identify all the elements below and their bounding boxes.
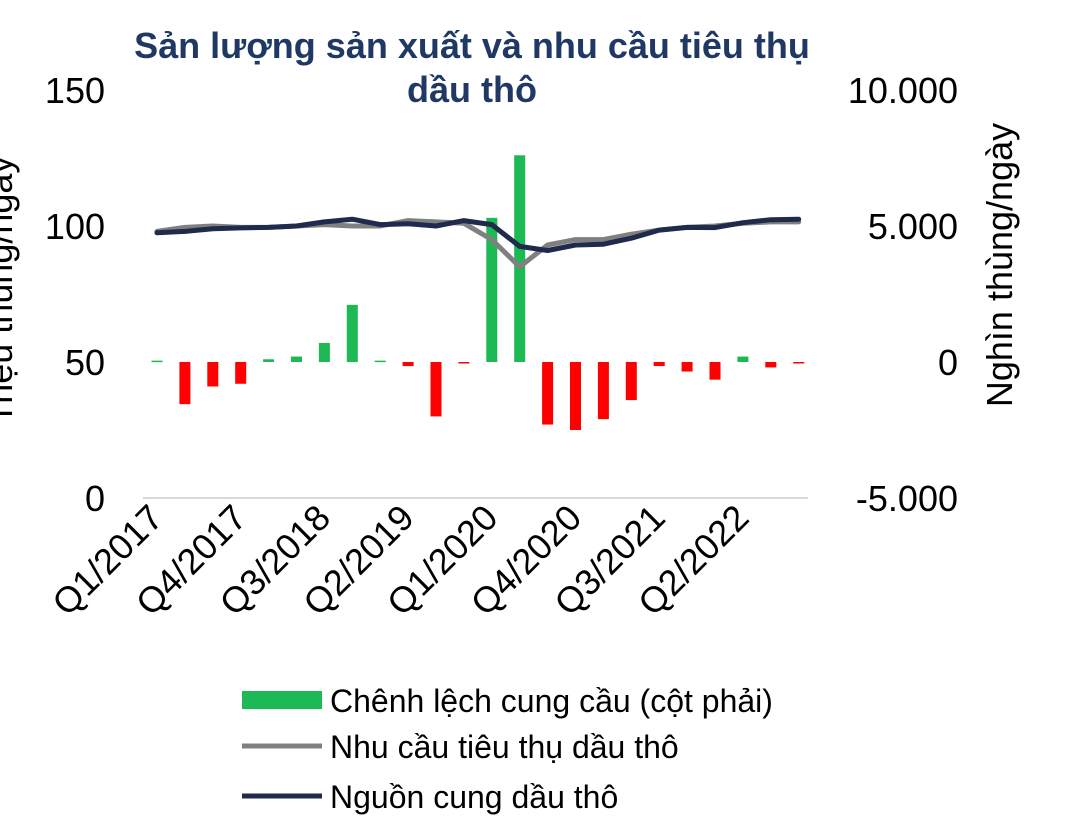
gap-bar [207,362,219,387]
gap-bar [374,360,386,363]
gap-bar [430,362,442,417]
right-tick-label: 10.000 [848,70,958,111]
gap-bar [458,362,470,364]
gap-bar [486,217,498,362]
left-tick-label: 150 [45,70,105,111]
gap-bar [765,362,777,368]
left-tick-label: 100 [45,206,105,247]
gap-bar [597,362,609,420]
left-axis-title: Triệu thùng/ngày [0,156,20,425]
x-axis-ticks: Q1/2017Q4/2017Q3/2018Q2/2019Q1/2020Q4/20… [44,497,757,624]
gap-bar [709,362,721,380]
left-tick-label: 0 [85,478,105,519]
legend-label-supply: Nguồn cung dầu thô [330,779,618,815]
gap-bar [318,342,330,362]
right-axis-ticks: -5.000 0 5.000 10.000 [848,70,958,519]
gap-bar [151,360,163,363]
right-tick-label: 5.000 [868,206,958,247]
gap-bar [625,362,637,401]
supply-line [154,216,802,253]
gap-bar [263,359,275,362]
gap-bar [653,362,665,367]
legend-swatch-gap [242,691,322,709]
legend-label-gap: Chênh lệch cung cầu (cột phải) [330,683,773,719]
gap-bar [235,362,247,384]
right-axis-title: Nghìn thùng/ngày [979,123,1020,407]
gap-bar [402,362,414,367]
legend-label-demand: Nhu cầu tiêu thụ dầu thô [330,729,679,765]
gap-bar [291,356,302,362]
gap-bar [737,356,749,362]
gap-bar [514,155,526,362]
legend: Chênh lệch cung cầu (cột phải) Nhu cầu t… [242,683,773,815]
gap-bar [346,304,358,362]
right-tick-label: 0 [938,342,958,383]
gap-bar [793,362,805,364]
line-series [154,216,802,270]
gap-bar [179,362,191,405]
gap-bar [681,362,693,372]
left-tick-label: 50 [65,342,105,383]
gap-bar [570,362,581,430]
right-tick-label: -5.000 [856,478,958,519]
gap-bar [542,362,554,425]
left-axis-ticks: 0 50 100 150 [45,70,105,519]
chart-title: Sản lượng sản xuất và nhu cầu tiêu thụ dầ… [134,25,810,110]
bar-series [151,155,805,430]
